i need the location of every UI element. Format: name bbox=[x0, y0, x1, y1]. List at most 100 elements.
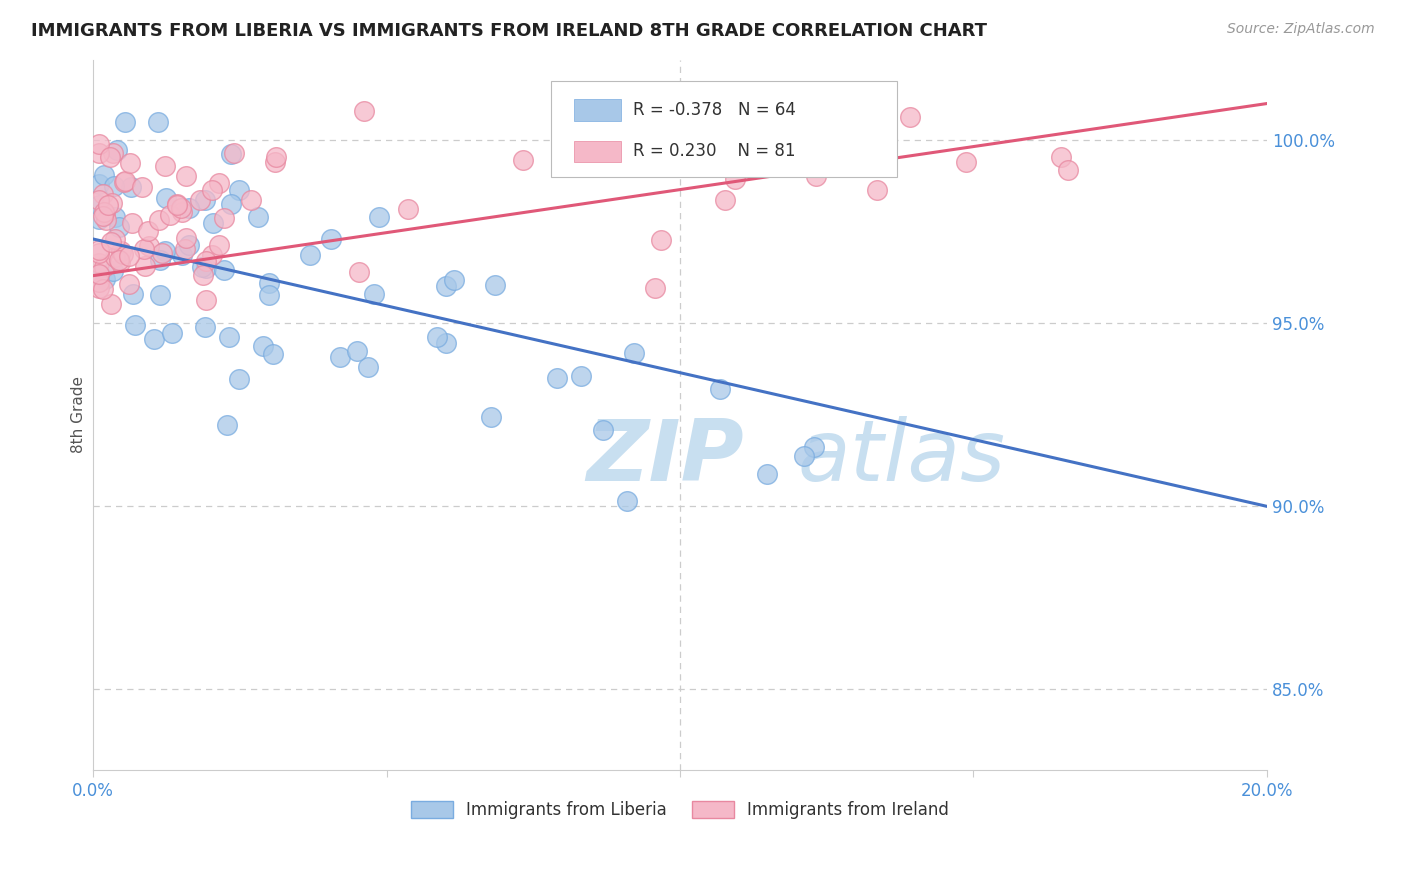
Point bbox=[264, 150, 287, 164]
Point bbox=[96, 213, 118, 227]
Point bbox=[118, 277, 141, 291]
Point bbox=[955, 154, 977, 169]
Point bbox=[650, 120, 672, 134]
Point bbox=[479, 409, 502, 424]
Point bbox=[104, 250, 127, 264]
Point bbox=[1057, 162, 1080, 177]
Point bbox=[434, 335, 457, 350]
Point bbox=[173, 242, 195, 256]
Point bbox=[195, 260, 218, 275]
Point bbox=[299, 248, 322, 262]
Point bbox=[730, 111, 752, 125]
Point bbox=[257, 276, 280, 290]
Point bbox=[114, 115, 136, 129]
Point bbox=[87, 245, 110, 260]
Point bbox=[201, 183, 224, 197]
Point bbox=[87, 244, 110, 258]
Point bbox=[644, 281, 666, 295]
Point bbox=[93, 168, 115, 182]
Point bbox=[709, 382, 731, 396]
Point bbox=[616, 494, 638, 508]
Point bbox=[87, 256, 110, 270]
Point bbox=[263, 155, 285, 169]
Text: atlas: atlas bbox=[797, 416, 1005, 499]
Text: R = -0.378   N = 64: R = -0.378 N = 64 bbox=[633, 101, 796, 119]
Point bbox=[114, 174, 136, 188]
Point bbox=[118, 249, 141, 263]
Point bbox=[434, 278, 457, 293]
Text: R = 0.230    N = 81: R = 0.230 N = 81 bbox=[633, 142, 796, 161]
Point bbox=[166, 197, 188, 211]
Point bbox=[174, 169, 197, 183]
Point bbox=[98, 150, 121, 164]
Point bbox=[93, 207, 115, 221]
Point bbox=[87, 275, 110, 289]
Point bbox=[101, 264, 124, 278]
Point bbox=[396, 202, 419, 216]
Point bbox=[110, 244, 132, 258]
Point bbox=[357, 359, 380, 374]
Point bbox=[724, 172, 747, 186]
Point bbox=[247, 211, 270, 225]
Point bbox=[108, 252, 131, 267]
Point bbox=[177, 201, 200, 215]
Point bbox=[239, 194, 262, 208]
Point bbox=[257, 288, 280, 302]
Point bbox=[160, 326, 183, 340]
Point bbox=[155, 192, 177, 206]
Point bbox=[159, 209, 181, 223]
Point bbox=[170, 204, 193, 219]
Point bbox=[91, 282, 114, 296]
Text: ZIP: ZIP bbox=[586, 416, 744, 499]
Point bbox=[121, 216, 143, 230]
Point bbox=[120, 179, 142, 194]
Legend: Immigrants from Liberia, Immigrants from Ireland: Immigrants from Liberia, Immigrants from… bbox=[405, 794, 956, 826]
Point bbox=[188, 193, 211, 207]
Point bbox=[93, 260, 115, 274]
Point bbox=[512, 153, 534, 167]
FancyBboxPatch shape bbox=[575, 141, 621, 161]
Point bbox=[91, 187, 114, 202]
Point bbox=[1050, 150, 1073, 164]
Point bbox=[262, 346, 284, 360]
Point bbox=[592, 423, 614, 437]
Point bbox=[94, 272, 117, 286]
Point bbox=[215, 418, 238, 433]
Point bbox=[152, 246, 174, 260]
Point bbox=[806, 169, 828, 184]
Text: IMMIGRANTS FROM LIBERIA VS IMMIGRANTS FROM IRELAND 8TH GRADE CORRELATION CHART: IMMIGRANTS FROM LIBERIA VS IMMIGRANTS FR… bbox=[31, 22, 987, 40]
Point bbox=[134, 259, 156, 273]
Point bbox=[170, 202, 193, 216]
Point bbox=[898, 110, 921, 124]
Point bbox=[546, 371, 568, 385]
Point bbox=[201, 248, 224, 262]
FancyBboxPatch shape bbox=[575, 99, 621, 120]
Point bbox=[346, 344, 368, 359]
Point bbox=[228, 372, 250, 386]
Point bbox=[194, 293, 217, 307]
Point bbox=[100, 235, 122, 249]
Point bbox=[112, 247, 135, 261]
Point bbox=[87, 145, 110, 160]
Point bbox=[623, 345, 645, 359]
Point bbox=[208, 237, 231, 252]
Point bbox=[138, 238, 160, 252]
Point bbox=[124, 318, 146, 332]
Point bbox=[143, 332, 166, 346]
Y-axis label: 8th Grade: 8th Grade bbox=[72, 376, 86, 453]
Point bbox=[97, 198, 120, 212]
Point bbox=[194, 320, 217, 334]
FancyBboxPatch shape bbox=[551, 81, 897, 177]
Point bbox=[136, 224, 159, 238]
Point bbox=[100, 297, 122, 311]
Point bbox=[174, 231, 197, 245]
Point bbox=[212, 263, 235, 277]
Point bbox=[112, 175, 135, 189]
Point bbox=[149, 253, 172, 268]
Point bbox=[353, 103, 375, 118]
Point bbox=[170, 248, 193, 262]
Point bbox=[103, 178, 125, 193]
Point bbox=[93, 205, 115, 219]
Point bbox=[443, 273, 465, 287]
Point bbox=[193, 268, 215, 283]
